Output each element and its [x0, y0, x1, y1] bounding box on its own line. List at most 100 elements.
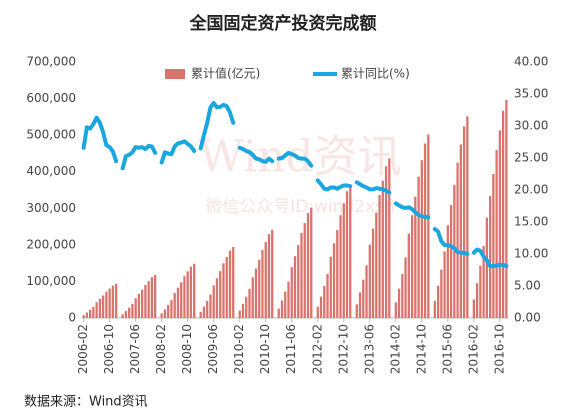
y2-tick-label: 20.00: [514, 183, 548, 197]
bar: [466, 116, 469, 318]
bar: [446, 225, 449, 318]
bar: [209, 294, 212, 318]
bar: [245, 296, 248, 318]
y-tick-label: 600,000: [26, 91, 76, 105]
x-tick-label: 2009-06: [206, 324, 220, 374]
bar: [449, 205, 453, 318]
line: [471, 247, 509, 269]
bar: [241, 303, 245, 318]
bar: [261, 250, 264, 318]
bar: [290, 267, 293, 318]
bar: [381, 180, 384, 318]
bar: [345, 191, 349, 318]
bar: [215, 278, 219, 318]
line: [81, 115, 119, 164]
bar: [371, 228, 375, 318]
y-tick-label: 500,000: [26, 128, 76, 142]
bar: [417, 176, 420, 318]
bar: [137, 293, 141, 318]
bar: [264, 242, 267, 318]
bar: [492, 174, 495, 318]
x-tick-label: 2015-06: [440, 324, 454, 374]
line: [393, 201, 431, 220]
bar: [141, 289, 144, 318]
bar: [297, 245, 300, 318]
bar: [228, 250, 232, 318]
x-tick-label: 2010-02: [232, 324, 246, 374]
x-tick-label: 2008-10: [180, 324, 194, 374]
bar: [180, 282, 183, 318]
y-tick-label: 700,000: [26, 55, 76, 69]
bar: [362, 279, 365, 318]
bar: [355, 304, 358, 318]
bar: [251, 277, 254, 318]
bar: [95, 302, 98, 318]
bar: [472, 299, 475, 318]
bar: [271, 229, 274, 318]
bar: [183, 276, 186, 318]
bar: [101, 295, 105, 318]
bar: [186, 271, 189, 318]
bar: [332, 243, 336, 318]
bar: [339, 215, 342, 318]
line: [198, 100, 236, 151]
line: [120, 143, 158, 171]
bar: [267, 234, 271, 318]
bar: [358, 292, 362, 318]
x-tick-label: 2012-02: [310, 324, 324, 374]
bar: [212, 285, 215, 318]
bar: [82, 315, 85, 318]
bar: [498, 130, 502, 318]
bar: [365, 265, 368, 318]
bar: [479, 265, 482, 318]
y2-tick-label: 40.00: [514, 55, 548, 69]
legend-swatch: [165, 69, 185, 79]
bar: [475, 283, 479, 318]
line: [159, 139, 197, 165]
chart-title: 全国固定资产投资完成额: [189, 13, 377, 34]
bar: [326, 273, 329, 318]
bar: [206, 300, 209, 318]
bar: [319, 296, 323, 318]
bar: [115, 283, 118, 318]
bar: [193, 263, 196, 318]
bar: [293, 256, 297, 318]
bar: [202, 306, 206, 318]
bar: [407, 233, 410, 318]
bar: [420, 160, 423, 318]
bar: [154, 275, 157, 318]
y-tick-label: 0: [68, 311, 76, 325]
bar: [397, 288, 401, 318]
y2-tick-label: 35.00: [514, 87, 548, 101]
bar: [225, 256, 228, 318]
bar: [488, 195, 492, 318]
y-tick-label: 100,000: [26, 274, 76, 288]
line: [354, 180, 392, 195]
bar: [404, 257, 407, 318]
bar: [303, 223, 306, 318]
bar: [85, 312, 89, 318]
x-tick-label: 2006-10: [102, 324, 116, 374]
bar: [280, 300, 284, 318]
bar: [173, 293, 176, 318]
bar: [378, 195, 381, 318]
bar: [453, 184, 456, 318]
bar: [163, 309, 167, 318]
x-tick-label: 2011-06: [284, 324, 298, 374]
x-tick-label: 2012-10: [336, 324, 350, 374]
bar: [121, 314, 124, 318]
line: [276, 150, 314, 168]
bar: [238, 310, 241, 318]
bar: [336, 229, 339, 318]
bar: [456, 162, 459, 318]
bar: [323, 285, 326, 318]
bar: [88, 309, 92, 318]
bar: [401, 273, 404, 318]
x-tick-label: 2013-06: [362, 324, 376, 374]
y2-tick-label: 25.00: [514, 151, 548, 165]
bar: [176, 287, 180, 318]
bar: [443, 251, 446, 318]
bar: [189, 266, 193, 318]
bar: [248, 288, 251, 318]
